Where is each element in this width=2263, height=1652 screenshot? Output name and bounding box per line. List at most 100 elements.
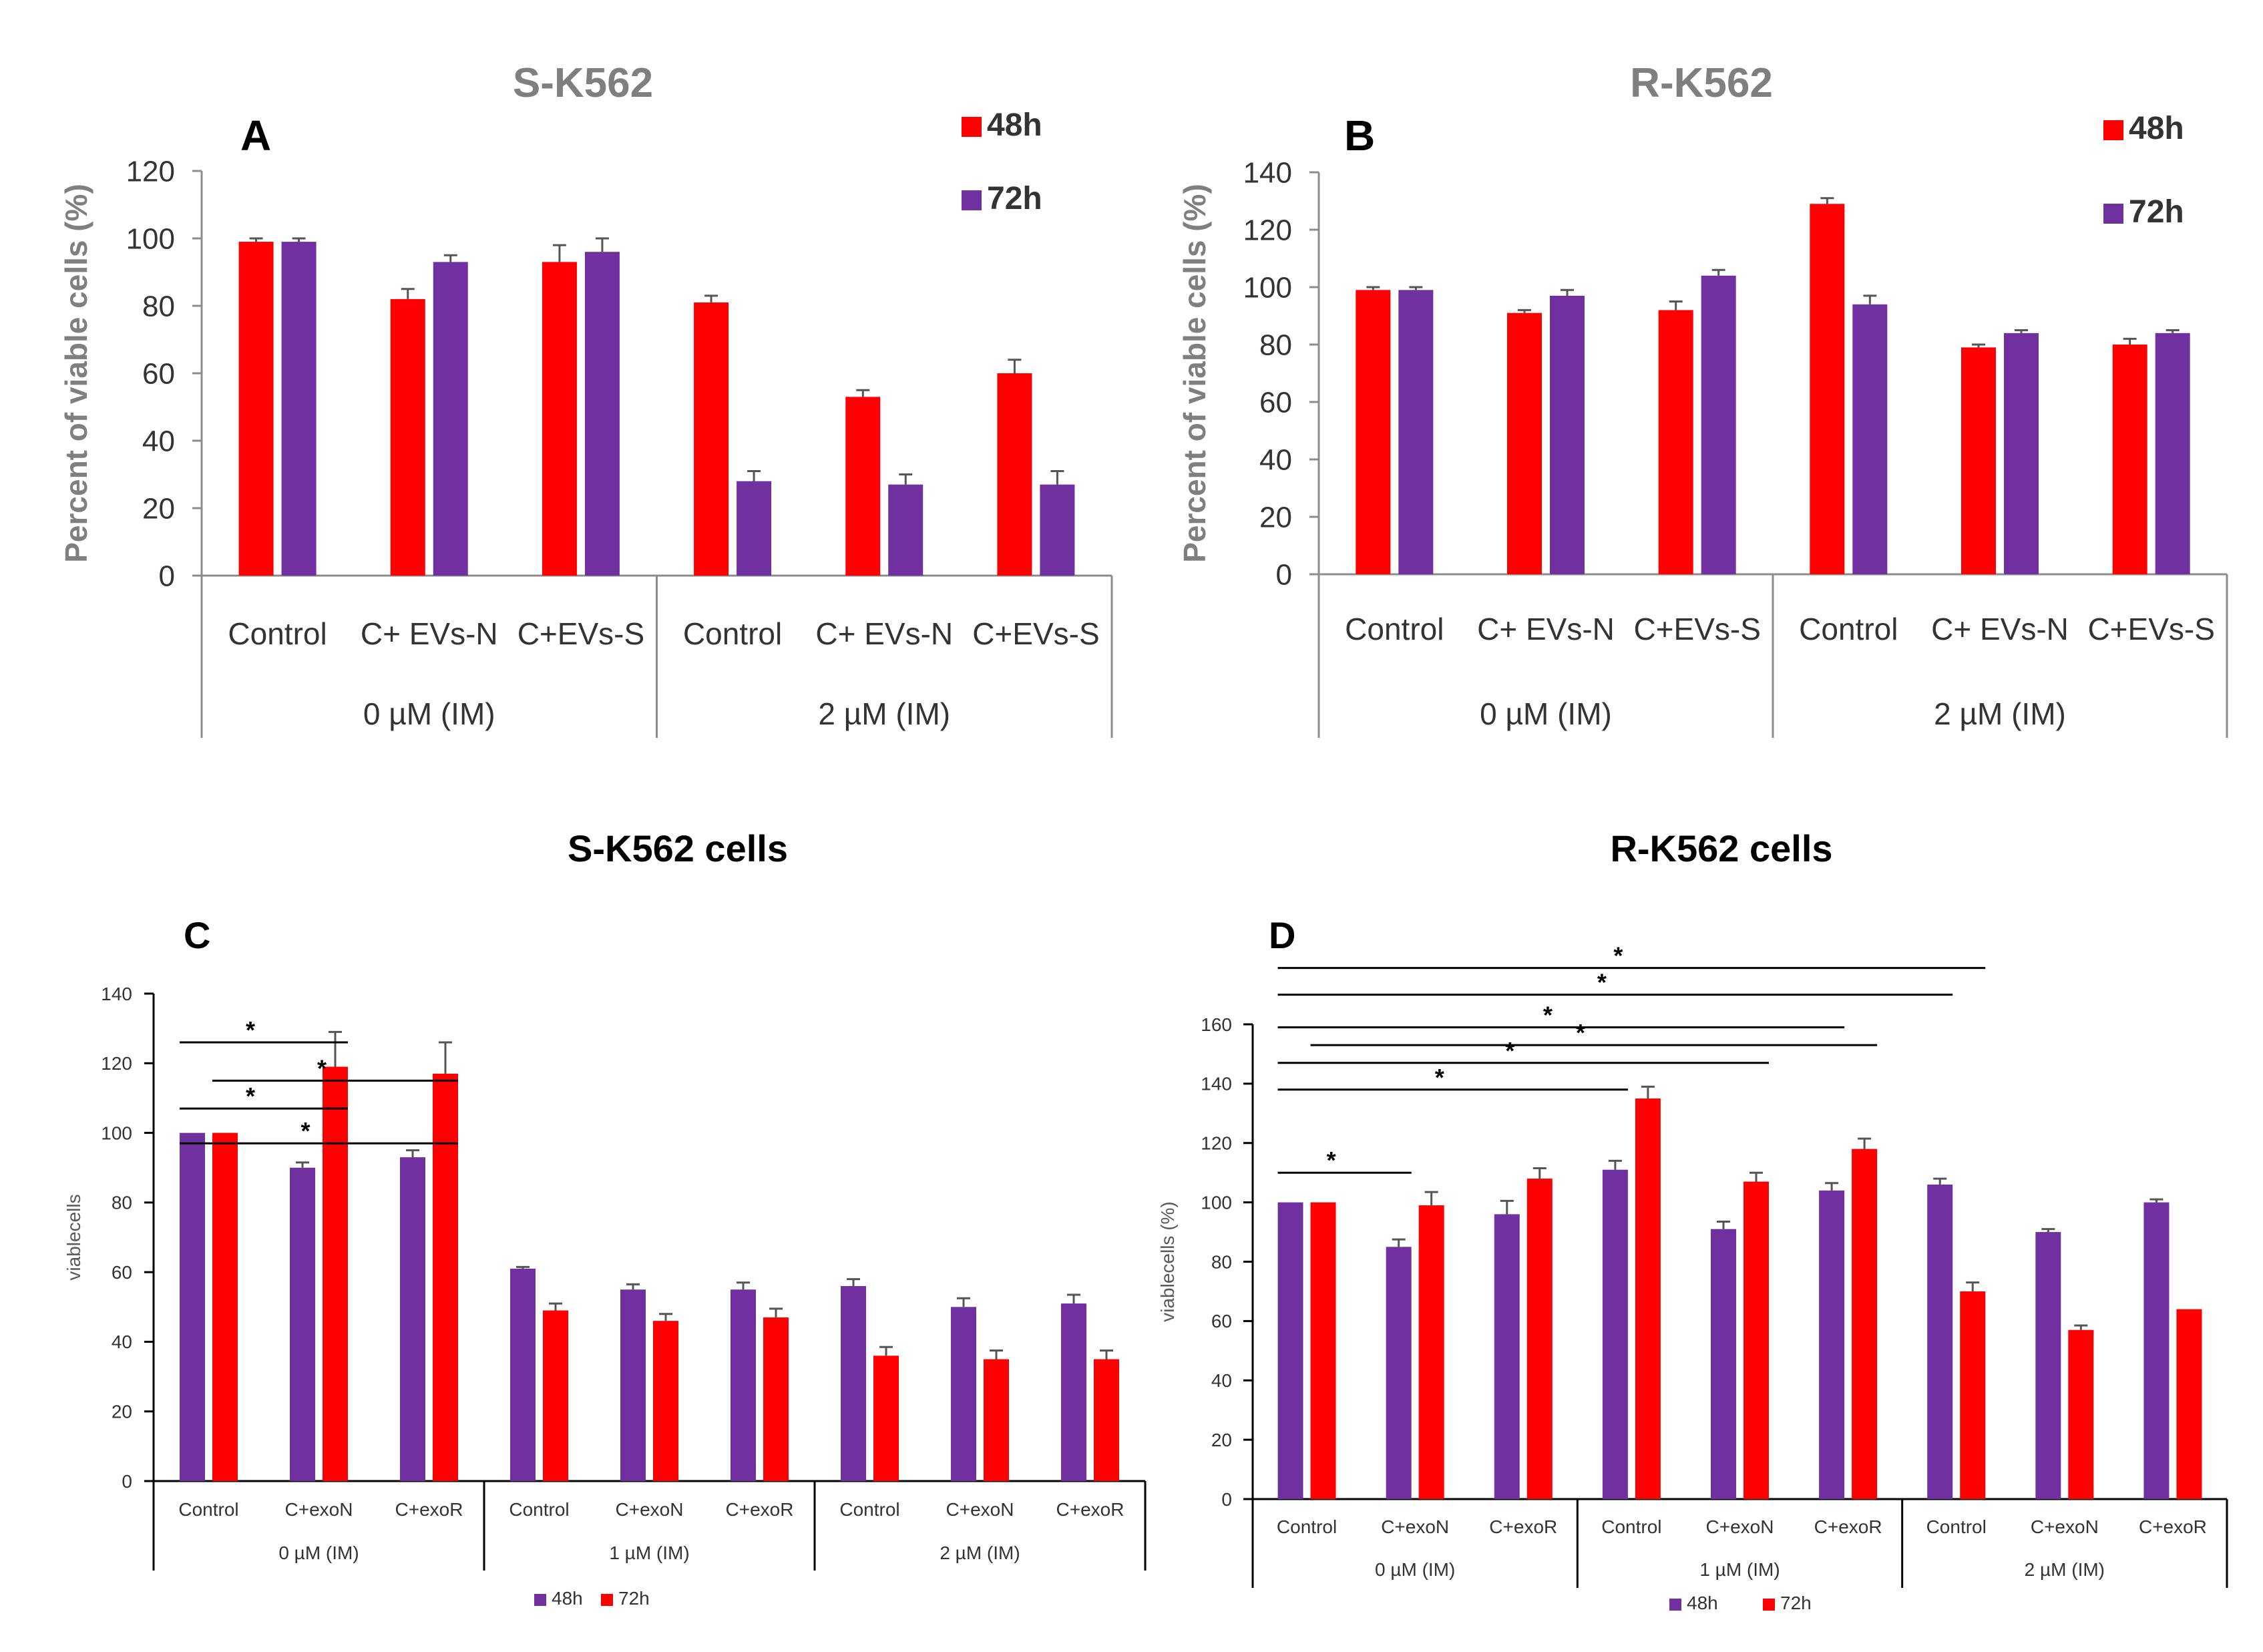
panel-d-title: R-K562 cells — [1610, 827, 1832, 869]
legend-label: 48h — [552, 1588, 583, 1609]
y-tick-label: 80 — [112, 1193, 132, 1213]
bar-72h — [737, 481, 772, 576]
category-label: C+ EVs-N — [1931, 612, 2069, 646]
panel-c-letter: C — [184, 914, 210, 956]
bar-72h — [1550, 295, 1585, 574]
chart-c: 0 20 40 60 80 100 120 140 viablecells 0 µM (IM) 1 … — [63, 984, 1147, 1609]
category-label: Control — [509, 1499, 569, 1520]
bar-48h — [1927, 1184, 1953, 1499]
bar-48h — [2143, 1202, 2170, 1499]
group-label: 2 µM (IM) — [1934, 696, 2066, 731]
y-tick-label: 120 — [101, 1053, 132, 1074]
y-tick-label: 0 — [1276, 558, 1292, 591]
y-tick-label: 40 — [1259, 443, 1292, 476]
legend-swatch — [2103, 204, 2123, 224]
category-label: C+ EVs-N — [1477, 612, 1615, 646]
legend-label: 72h — [987, 181, 1042, 216]
category-label: C+exoN — [1706, 1516, 1774, 1537]
bar-72h — [1852, 1149, 1878, 1499]
y-tick-label: 80 — [1211, 1251, 1232, 1272]
bar-72h — [888, 484, 923, 576]
bar-48h — [731, 1289, 756, 1481]
category-label: C+exoN — [946, 1499, 1014, 1520]
legend-label: 72h — [1780, 1593, 1812, 1613]
category-label: C+exoN — [285, 1499, 353, 1520]
panel-c-title: S-K562 cells — [568, 827, 788, 869]
category-label: Control — [839, 1499, 899, 1520]
category-label: Control — [1277, 1516, 1337, 1537]
category-label: C+EVs-S — [2087, 612, 2214, 646]
y-tick-label: 60 — [1259, 386, 1292, 419]
legend-swatch — [962, 117, 982, 137]
y-tick-label: 20 — [1211, 1430, 1232, 1450]
panel-a-title: S-K562 — [513, 60, 653, 106]
bar-48h — [1356, 290, 1391, 574]
panel-d-letter: D — [1269, 914, 1295, 956]
category-label: Control — [683, 616, 782, 651]
bar-72h — [2068, 1329, 2094, 1499]
chart-a: 0 20 40 60 80 100 120 Percent of viable cells (… — [59, 108, 1113, 738]
y-tick-label: 80 — [142, 290, 175, 323]
group-label: 0 µM (IM) — [363, 696, 495, 731]
category-label: Control — [1345, 612, 1444, 646]
legend-swatch — [2103, 120, 2123, 140]
y-tick-label: 0 — [1221, 1489, 1232, 1510]
y-tick-label: 80 — [1259, 329, 1292, 361]
significance-star: * — [1543, 1001, 1553, 1028]
y-tick-label: 120 — [126, 155, 175, 188]
category-label: Control — [1601, 1516, 1661, 1537]
panel-b-title: R-K562 — [1630, 60, 1773, 106]
category-label: C+exoN — [2031, 1516, 2099, 1537]
bar-72h — [1852, 304, 1888, 574]
bar-72h — [433, 262, 468, 576]
bar-48h — [1658, 310, 1693, 574]
bar-48h — [845, 397, 881, 576]
bar-72h — [1526, 1179, 1553, 1499]
bar-72h — [543, 1310, 568, 1481]
category-label: Control — [1926, 1516, 1987, 1537]
y-tick-label: 60 — [112, 1262, 132, 1283]
bar-48h — [2035, 1232, 2061, 1499]
significance-star: * — [1435, 1064, 1444, 1091]
category-label: C+exoR — [2139, 1516, 2207, 1537]
bar-48h — [290, 1167, 315, 1481]
category-label: Control — [178, 1499, 238, 1520]
bar-72h — [1701, 275, 1736, 574]
category-label: Control — [228, 616, 327, 651]
y-tick-label: 120 — [1201, 1133, 1232, 1154]
y-tick-label: 140 — [1243, 156, 1292, 189]
bar-48h — [1386, 1247, 1412, 1499]
legend-swatch — [534, 1594, 546, 1606]
bar-48h — [390, 298, 425, 576]
group-label: 2 µM (IM) — [940, 1542, 1020, 1563]
bar-48h — [2112, 345, 2147, 574]
group-label: 0 µM (IM) — [1375, 1559, 1455, 1580]
bar-72h — [281, 242, 317, 576]
significance-star: * — [1613, 942, 1623, 970]
legend-swatch — [601, 1594, 613, 1606]
chart-d: 0 20 40 60 80 100 120 140 160 viablecells (%) 0 µM… — [1157, 942, 2228, 1613]
y-tick-label: 60 — [1211, 1311, 1232, 1331]
category-label: Control — [1799, 612, 1898, 646]
y-tick-label: 100 — [1201, 1192, 1232, 1213]
legend-swatch — [1763, 1599, 1775, 1611]
group-label: 2 µM (IM) — [2025, 1559, 2105, 1580]
legend-label: 48h — [2129, 111, 2184, 146]
y-tick-label: 120 — [1243, 214, 1292, 246]
bar-48h — [1507, 313, 1542, 574]
category-label: C+exoR — [1056, 1499, 1124, 1520]
y-tick-label: 20 — [142, 492, 175, 525]
category-label: C+exoR — [1814, 1516, 1882, 1537]
y-tick-label: 20 — [1259, 501, 1292, 534]
bar-48h — [620, 1289, 646, 1481]
y-tick-label: 20 — [112, 1402, 132, 1422]
bar-72h — [1040, 484, 1075, 576]
category-label: C+exoR — [1489, 1516, 1557, 1537]
group-label: 0 µM (IM) — [278, 1542, 359, 1563]
bar-72h — [212, 1132, 238, 1481]
y-tick-label: 140 — [1201, 1074, 1232, 1094]
y-tick-label: 100 — [126, 222, 175, 255]
category-label: C+exoR — [726, 1499, 794, 1520]
bar-48h — [542, 262, 577, 576]
